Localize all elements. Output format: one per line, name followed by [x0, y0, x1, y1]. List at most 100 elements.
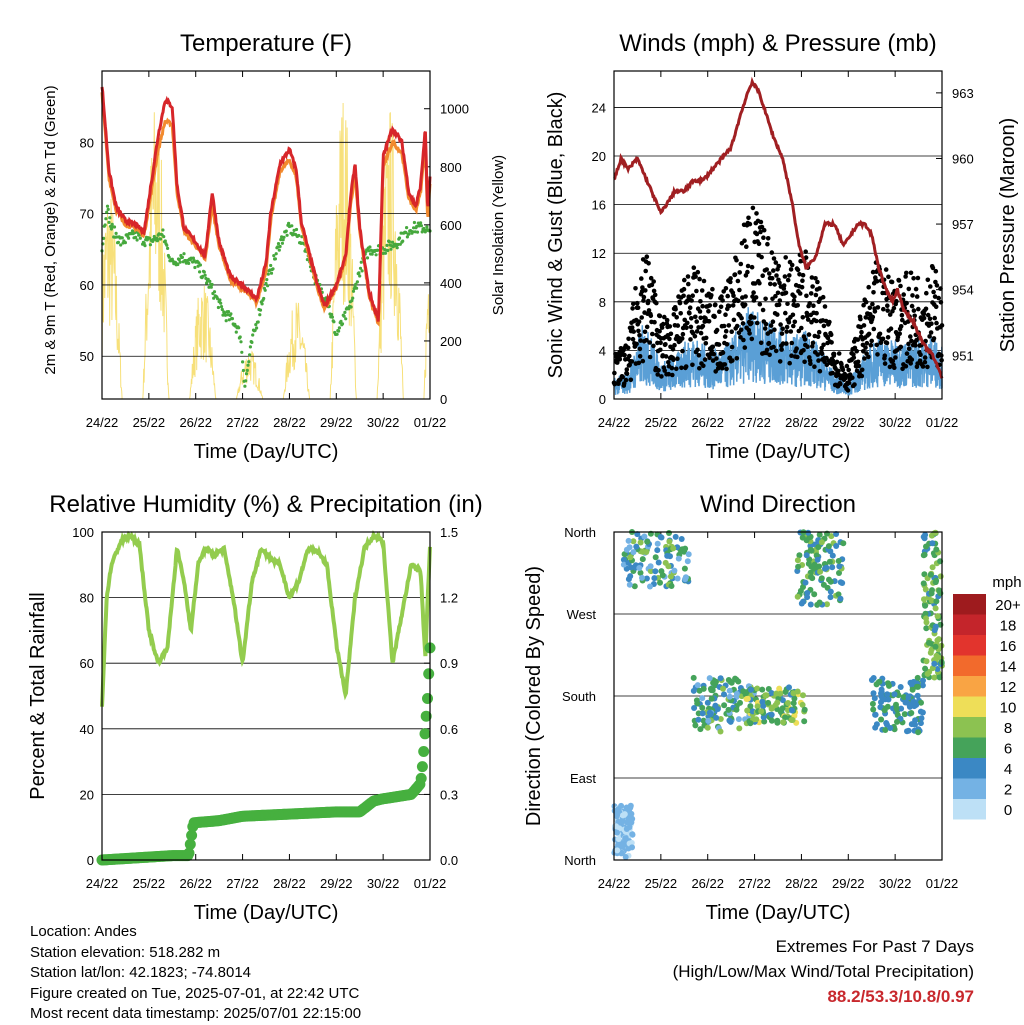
- direction-point: [908, 710, 915, 716]
- gust-point: [725, 293, 730, 299]
- gust-point: [881, 306, 886, 312]
- dewpoint-point: [411, 230, 415, 234]
- gust-point: [768, 281, 773, 287]
- gust-point: [783, 255, 788, 260]
- gust-point: [734, 323, 740, 329]
- gust-point: [742, 302, 748, 308]
- dewpoint-point: [182, 252, 186, 256]
- extremes-subtitle: (High/Low/Max Wind/Total Precipitation): [672, 962, 974, 981]
- direction-point: [937, 573, 944, 580]
- x-tick-label: 27/22: [226, 876, 259, 891]
- x-tick-label: 25/22: [645, 876, 678, 891]
- dewpoint-point: [395, 246, 399, 250]
- gust-point: [867, 305, 873, 311]
- dewpoint-point: [374, 253, 378, 257]
- gust-point: [916, 306, 921, 312]
- gust-point: [668, 331, 674, 337]
- direction-point: [633, 543, 640, 550]
- gust-point: [635, 305, 641, 311]
- direction-point: [922, 610, 929, 617]
- gust-point: [741, 337, 746, 343]
- gust-point: [815, 352, 820, 357]
- direction-point: [614, 829, 620, 836]
- gust-point: [658, 340, 663, 346]
- gust-point: [855, 359, 861, 365]
- gust-point: [898, 324, 904, 329]
- gust-point: [655, 372, 660, 377]
- dewpoint-point: [359, 260, 363, 264]
- gust-point: [814, 318, 819, 324]
- dewpoint-point: [351, 296, 355, 300]
- dewpoint-point: [385, 243, 389, 247]
- direction-point: [682, 576, 689, 583]
- gust-point: [734, 356, 740, 361]
- dewpoint-point: [212, 296, 216, 300]
- dewpoint-point: [269, 263, 273, 268]
- gust-point: [783, 310, 788, 316]
- y-right-tick-label: 0.3: [440, 787, 458, 802]
- gust-point: [933, 268, 939, 274]
- gust-point: [681, 286, 687, 292]
- dewpoint-point: [347, 307, 351, 311]
- x-tick-label: 28/22: [785, 876, 818, 891]
- gust-point: [657, 313, 663, 319]
- direction-point: [932, 529, 939, 536]
- gust-point: [864, 340, 870, 346]
- direction-point: [796, 552, 803, 559]
- x-tick-label: 24/22: [86, 415, 119, 430]
- dewpoint-point: [401, 239, 405, 243]
- dewpoint-point: [116, 240, 120, 244]
- gust-point: [903, 364, 909, 369]
- colorbar-label: 0: [1004, 802, 1012, 819]
- direction-point: [932, 605, 939, 612]
- dewpoint-point: [104, 217, 108, 221]
- y-right-tick-label: 0.0: [440, 853, 458, 868]
- y-right-tick-label: 800: [440, 160, 462, 175]
- gust-point: [664, 317, 670, 323]
- direction-point: [671, 567, 678, 574]
- gust-point: [644, 337, 649, 343]
- dewpoint-point: [342, 314, 346, 318]
- gust-point: [731, 317, 737, 323]
- chart-panel-winds: Winds (mph) & Pressure (mb) Time (Day/UTC…: [545, 30, 1019, 463]
- gust-point: [885, 335, 891, 340]
- gust-point: [728, 279, 733, 285]
- dewpoint-point: [218, 298, 222, 302]
- y-axis-label-left: Percent & Total Rainfall: [27, 592, 49, 800]
- gust-point: [695, 269, 701, 275]
- dewpoint-point: [253, 328, 257, 332]
- colorbar-label: 4: [1004, 761, 1012, 778]
- direction-point: [774, 699, 781, 706]
- gust-point: [622, 352, 627, 358]
- colorbar-swatch: [953, 696, 986, 717]
- gust-point: [659, 374, 664, 379]
- gust-point: [844, 363, 850, 369]
- gust-point: [896, 278, 902, 283]
- dewpoint-point: [425, 225, 429, 229]
- gust-point: [758, 219, 764, 225]
- gust-point: [917, 358, 923, 364]
- direction-point: [897, 684, 904, 690]
- gust-point: [682, 317, 687, 323]
- y-tick-label: 40: [80, 722, 94, 737]
- direction-point: [811, 591, 818, 598]
- gust-point: [722, 362, 728, 367]
- direction-point: [898, 705, 905, 712]
- gust-point: [912, 313, 917, 319]
- gust-point: [792, 294, 797, 300]
- gust-point: [686, 281, 691, 287]
- dewpoint-point: [419, 224, 423, 228]
- dewpoint-point: [255, 326, 259, 330]
- y-axis-label-right: Solar Insolation (Yellow): [490, 155, 507, 315]
- gust-point: [880, 336, 886, 342]
- gust-point: [814, 310, 819, 316]
- dewpoint-point: [130, 229, 135, 233]
- gust-point: [749, 264, 755, 270]
- direction-point: [883, 720, 890, 726]
- gust-point: [908, 361, 913, 366]
- gust-point: [925, 364, 930, 370]
- gust-point: [885, 303, 890, 309]
- direction-point: [626, 581, 633, 588]
- direction-point: [820, 581, 827, 588]
- gust-point: [800, 278, 805, 284]
